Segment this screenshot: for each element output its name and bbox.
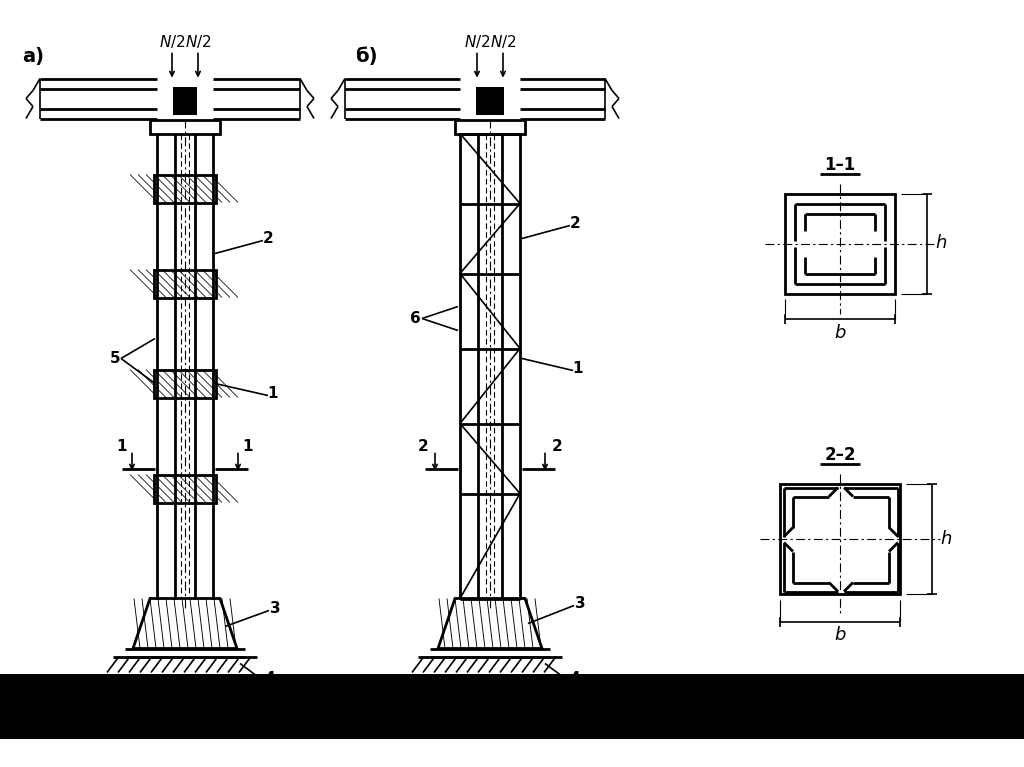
Text: 1: 1: [267, 386, 279, 401]
Bar: [154, 370, 216, 397]
Text: а): а): [22, 47, 44, 66]
Text: 2: 2: [262, 231, 273, 246]
Text: 1: 1: [572, 361, 584, 376]
Text: h: h: [940, 529, 951, 548]
Text: 1: 1: [243, 439, 253, 454]
Text: 3: 3: [574, 596, 586, 611]
Text: б): б): [355, 47, 378, 66]
Text: 6: 6: [410, 311, 421, 326]
Text: 4: 4: [264, 671, 275, 686]
Text: 1: 1: [117, 439, 127, 454]
Text: 2: 2: [569, 216, 581, 231]
Bar: [154, 269, 216, 298]
Text: $N/2$: $N/2$: [464, 33, 490, 50]
Text: 2: 2: [552, 439, 562, 454]
Text: $N/2$: $N/2$: [489, 33, 516, 50]
Polygon shape: [438, 598, 542, 649]
Bar: [780, 483, 900, 594]
Text: $N/2$: $N/2$: [159, 33, 185, 50]
Bar: [150, 120, 220, 133]
Text: 2–2: 2–2: [824, 446, 856, 465]
Bar: [154, 175, 216, 202]
Text: $N/2$: $N/2$: [185, 33, 211, 50]
Bar: [0, 673, 1024, 739]
Bar: [154, 475, 216, 502]
Text: b: b: [835, 627, 846, 644]
Polygon shape: [133, 598, 237, 649]
Text: h: h: [935, 235, 946, 252]
Text: 1–1: 1–1: [824, 156, 856, 175]
Text: 5: 5: [110, 351, 120, 366]
Bar: [173, 87, 197, 114]
Bar: [455, 120, 525, 133]
Text: 3: 3: [269, 601, 281, 616]
Bar: [476, 87, 504, 114]
Bar: [785, 193, 895, 294]
Text: 2: 2: [418, 439, 428, 454]
Text: b: b: [835, 324, 846, 341]
Text: 4: 4: [569, 671, 581, 686]
